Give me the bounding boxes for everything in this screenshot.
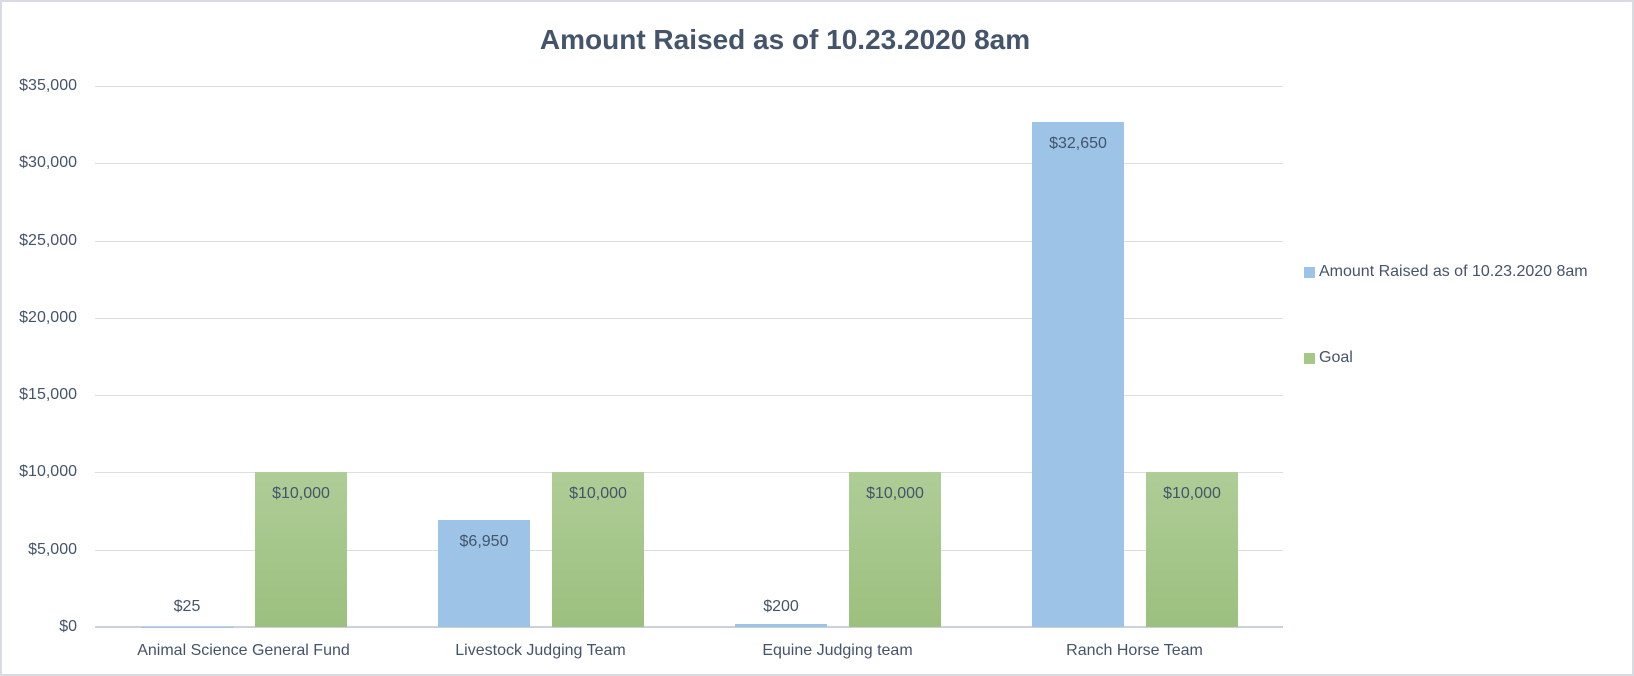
- bar-amount-raised: [438, 519, 530, 627]
- gridline: [95, 549, 1283, 551]
- gridline: [95, 395, 1283, 397]
- y-axis-label: $5,000: [28, 540, 77, 558]
- bar-amount-raised: [1032, 122, 1124, 627]
- legend-label: Amount Raised as of 10.23.2020 8am: [1319, 263, 1588, 280]
- legend-label: Goal: [1319, 349, 1353, 366]
- bar-value-label: $32,650: [1049, 135, 1107, 153]
- x-axis-label: Equine Judging team: [762, 642, 913, 659]
- gridline: [95, 317, 1283, 319]
- x-axis-label: Animal Science General Fund: [137, 642, 350, 659]
- bar-value-label: $200: [763, 598, 799, 615]
- gridline: [95, 86, 1283, 87]
- x-axis-label: Ranch Horse Team: [1066, 642, 1203, 659]
- legend-swatch-icon: [1304, 266, 1315, 278]
- legend-swatch-icon: [1304, 352, 1315, 364]
- y-axis-label: $15,000: [19, 386, 77, 404]
- y-axis-label: $0: [59, 618, 77, 635]
- bar-goal: [1146, 472, 1238, 627]
- bar-amount-raised: [735, 623, 827, 627]
- bar-value-label: $10,000: [866, 485, 924, 503]
- legend-entry: Goal: [1304, 348, 1353, 368]
- bar-goal: [552, 472, 644, 627]
- y-axis-label: $25,000: [19, 231, 77, 249]
- chart-title: Amount Raised as of 10.23.2020 8am: [539, 24, 1031, 55]
- gridline: [95, 472, 1283, 474]
- gridline: [95, 240, 1283, 242]
- y-axis-label: $20,000: [19, 308, 77, 326]
- bar-goal: [255, 472, 347, 627]
- gridline: [95, 163, 1283, 165]
- y-axis-label: $10,000: [19, 463, 77, 481]
- bar-value-label: $10,000: [272, 485, 330, 503]
- bar-value-label: $25: [173, 598, 201, 615]
- bar-value-label: $6,950: [459, 532, 509, 550]
- x-axis-label: Livestock Judging Team: [455, 642, 626, 659]
- plot-area: $25 $6,950 $200 $32,650 $10,000 $10,000 $10,00…: [95, 86, 1283, 628]
- y-axis-label: $30,000: [19, 154, 77, 172]
- bar-value-label: $10,000: [1163, 485, 1221, 503]
- y-axis-label: $35,000: [19, 77, 77, 94]
- x-axis-line: [95, 626, 1283, 628]
- legend-entry: Amount Raised as of 10.23.2020 8am: [1304, 262, 1588, 282]
- bar-goal: [849, 472, 941, 627]
- bar-value-label: $10,000: [569, 485, 627, 503]
